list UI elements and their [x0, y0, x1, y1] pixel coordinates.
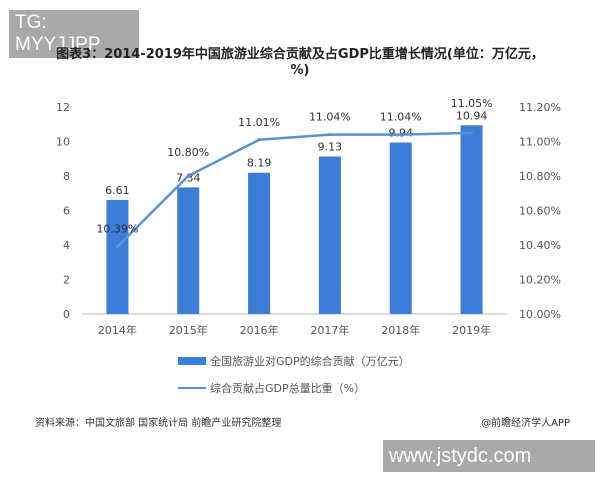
line-series: [116, 131, 472, 248]
line-point: [399, 133, 403, 137]
bar-label: 10.94: [456, 109, 488, 122]
line-label: 11.01%: [238, 116, 280, 129]
left-tick-label: 2: [63, 274, 70, 287]
bar-label: 9.94: [389, 127, 414, 140]
line-point: [470, 131, 474, 135]
bar: [177, 187, 200, 314]
line-label: 10.80%: [167, 146, 209, 159]
x-tick-label: 2019年: [452, 323, 491, 337]
bar-label: 6.61: [105, 184, 130, 197]
watermark-tg: TG: MYYJJPP: [9, 10, 139, 58]
bar: [460, 125, 483, 314]
left-tick-label: 4: [63, 239, 70, 252]
x-tick-label: 2018年: [381, 323, 420, 337]
source-note: 资料来源：中国文旅部 国家统计局 前瞻产业研究院整理: [35, 418, 282, 429]
right-tick-label: 11.20%: [519, 101, 561, 114]
line-point: [257, 138, 261, 142]
legend-bar-swatch: [178, 357, 206, 365]
bar-label: 9.13: [318, 141, 343, 154]
right-tick-label: 10.20%: [519, 274, 561, 287]
x-tick-label: 2016年: [240, 323, 279, 337]
left-tick-label: 6: [63, 205, 70, 218]
bar: [318, 156, 341, 314]
chart-title: 图表3：2014-2019年中国旅游业综合贡献及占GDP比重增长情况(单位：万亿…: [56, 47, 544, 78]
credit: @前瞻经济学人APP: [481, 418, 570, 429]
right-tick-label: 10.80%: [519, 170, 561, 183]
legend-bar-label: 全国旅游业对GDP的综合贡献（万亿元）: [210, 354, 410, 368]
line-point: [328, 133, 332, 137]
line-label: 11.04%: [309, 111, 351, 124]
left-tick-label: 8: [63, 170, 70, 183]
bar: [389, 142, 412, 314]
right-tick-label: 11.00%: [519, 136, 561, 149]
x-tick-label: 2017年: [310, 323, 349, 337]
x-tick-label: 2015年: [169, 323, 208, 337]
x-tick-label: 2014年: [98, 323, 137, 337]
bar: [106, 199, 129, 314]
right-tick-label: 10.00%: [519, 308, 561, 321]
bar: [248, 172, 271, 314]
left-tick-label: 10: [56, 136, 70, 149]
line-point: [186, 174, 190, 178]
left-tick-label: 12: [56, 101, 70, 114]
line-label: 11.04%: [380, 111, 422, 124]
line-point: [115, 245, 119, 249]
right-tick-label: 10.60%: [519, 205, 561, 218]
right-tick-label: 10.40%: [519, 239, 561, 252]
line-label: 11.05%: [451, 97, 493, 110]
line-label: 10.39%: [96, 223, 138, 236]
bar-label: 8.19: [247, 157, 272, 170]
left-tick-label: 0: [63, 308, 70, 321]
watermark-site: www.jstydc.com: [383, 440, 595, 472]
bar-label: 7.34: [176, 171, 201, 184]
legend-line-label: 综合贡献占GDP总量比重（%）: [210, 381, 365, 395]
